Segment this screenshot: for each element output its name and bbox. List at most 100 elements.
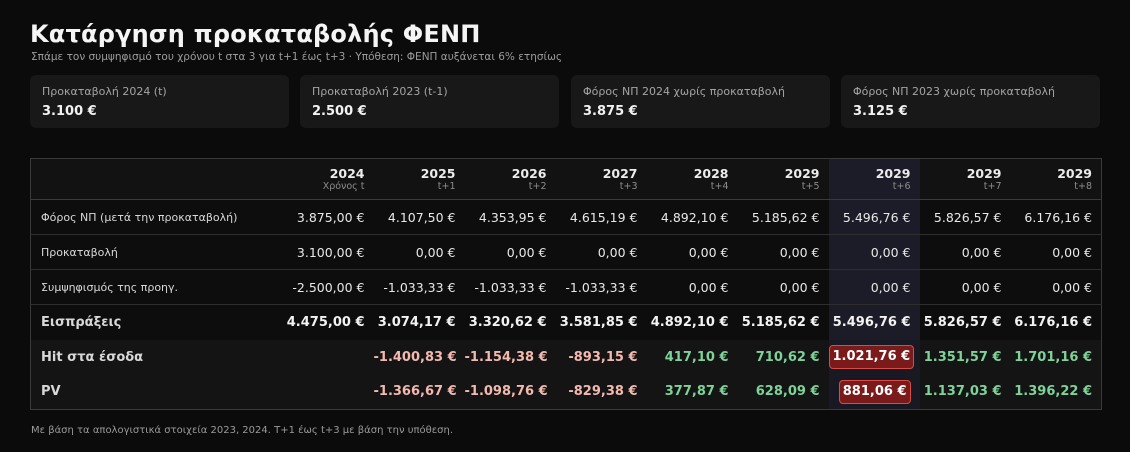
row-label: Συμψηφισμός της προηγ. [30,269,283,305]
table-cell: 5.185,62 € [737,304,829,340]
table-cell: 0,00 € [737,234,829,270]
table-cell-negative: -1.098,76 € [464,374,556,410]
column-year: 2029 [966,165,1002,181]
column-sub: t+6 [892,180,911,192]
table-cell-negative: -893,15 € [555,339,647,375]
column-header: 2024 Χρόνος t [282,158,374,200]
table-cell: 3.875,00 € [282,199,374,235]
table-cell: 3.074,17 € [373,304,465,340]
table-cell: 3.581,85 € [555,304,647,340]
card-value: 3.875 € [583,104,638,119]
table-cell: 5.826,57 € [919,199,1011,235]
table-cell: 0,00 € [919,234,1011,270]
row-label: Εισπράξεις [30,304,283,340]
highlight-pill: 1.021,76 € [828,345,915,369]
table-cell [282,374,374,410]
table-cell [282,339,374,375]
table-cell-positive: 1.137,03 € [919,374,1011,410]
table-cell-negative: -1.154,38 € [464,339,556,375]
table-cell: 0,00 € [1010,269,1102,305]
table-cell: 3.100,00 € [282,234,374,270]
table-cell: 0,00 € [919,269,1011,305]
column-sub: t+2 [528,180,547,192]
table-cell-positive: 1.701,16 € [1010,339,1102,375]
table-header-row: 2024 Χρόνος t 2025 t+1 2026 t+2 2027 t+3 202… [30,158,1102,200]
table-cell: 4.892,10 € [646,199,738,235]
table-cell-highlighted: 881,06 € [828,374,920,410]
column-sub: t+5 [801,180,820,192]
card-advance-2024: Προκαταβολή 2024 (t) 3.100 € [30,75,289,128]
table-cell-positive: 1.351,57 € [919,339,1011,375]
table-cell: 5.496,76 € [828,304,920,340]
card-value: 3.125 € [853,104,908,119]
page-subtitle: Σπάμε τον συμψηφισμό του χρόνου t στα 3 … [31,51,563,63]
table-cell: 0,00 € [828,269,920,305]
column-year: 2029 [1057,165,1092,181]
column-year: 2029 [784,165,820,181]
table-row-advance: Προκαταβολή 3.100,00 € 0,00 € 0,00 € 0,0… [30,234,1102,270]
table-cell-highlighted: 1.021,76 € [828,339,920,375]
card-label: Προκαταβολή 2024 (t) [42,85,167,98]
table-row-receipts: Εισπράξεις 4.475,00 € 3.074,17 € 3.320,6… [30,304,1102,340]
column-header: 2027 t+3 [555,158,647,200]
table-cell: -1.033,33 € [373,269,465,305]
column-year: 2024 [329,165,365,181]
table-cell: -1.033,33 € [555,269,647,305]
column-header: 2028 t+4 [646,158,738,200]
card-value: 3.100 € [42,104,97,119]
card-label: Φόρος ΝΠ 2024 χωρίς προκαταβολή [583,85,785,98]
table-cell-negative: -1.366,67 € [373,374,465,410]
column-year: 2025 [420,165,456,181]
table-cell: 3.320,62 € [464,304,556,340]
row-label: Προκαταβολή [30,234,283,270]
table-cell: 0,00 € [464,234,556,270]
table-cell: -1.033,33 € [464,269,556,305]
table-cell: 4.615,19 € [555,199,647,235]
table-cell: 6.176,16 € [1010,304,1102,340]
column-sub: t+3 [619,180,638,192]
column-sub: Χρόνος t [322,180,365,192]
table-cell-positive: 1.396,22 € [1010,374,1102,410]
summary-cards: Προκαταβολή 2024 (t) 3.100 € Προκαταβολή… [30,75,1100,128]
column-header: 2029 t+7 [919,158,1011,200]
card-tax-2023: Φόρος ΝΠ 2023 χωρίς προκαταβολή 3.125 € [841,75,1100,128]
table-cell: -2.500,00 € [282,269,374,305]
card-value: 2.500 € [312,104,367,119]
column-sub: t+1 [437,180,456,192]
table-cell-positive: 417,10 € [646,339,738,375]
table-cell: 0,00 € [737,269,829,305]
table-cell-positive: 628,09 € [737,374,829,410]
row-label: PV [30,374,283,410]
row-label: Φόρος ΝΠ (μετά την προκαταβολή) [30,199,283,235]
table-cell: 0,00 € [373,234,465,270]
table-cell: 4.892,10 € [646,304,738,340]
column-year: 2029 [875,165,911,181]
column-header-highlighted: 2029 t+6 [828,158,920,200]
table-row-offset: Συμψηφισμός της προηγ. -2.500,00 € -1.03… [30,269,1102,305]
table-cell: 4.475,00 € [282,304,374,340]
table-cell-negative: -1.400,83 € [373,339,465,375]
card-tax-2024: Φόρος ΝΠ 2024 χωρίς προκαταβολή 3.875 € [571,75,830,128]
footnote: Με βάση τα απολογιστικά στοιχεία 2023, 2… [31,425,454,436]
table-cell: 0,00 € [1010,234,1102,270]
column-sub: t+4 [710,180,729,192]
column-header: 2029 t+8 [1010,158,1102,200]
column-header: 2029 t+5 [737,158,829,200]
card-advance-2023: Προκαταβολή 2023 (t-1) 2.500 € [300,75,559,128]
table-row-tax: Φόρος ΝΠ (μετά την προκαταβολή) 3.875,00… [30,199,1102,235]
table-cell-positive: 377,87 € [646,374,738,410]
projection-table: 2024 Χρόνος t 2025 t+1 2026 t+2 2027 t+3 202… [30,158,1102,410]
highlight-pill: 881,06 € [838,379,911,404]
table-cell: 0,00 € [646,269,738,305]
column-header: 2026 t+2 [464,158,556,200]
table-cell: 5.496,76 € [828,199,920,235]
table-cell-positive: 710,62 € [737,339,829,375]
column-year: 2026 [511,165,547,181]
column-year: 2028 [693,165,729,181]
table-row-pv: PV -1.366,67 € -1.098,76 € -829,38 € 377… [30,374,1102,410]
table-cell: 4.107,50 € [373,199,465,235]
table-cell: 4.353,95 € [464,199,556,235]
row-label: Hit στα έσοδα [30,339,283,375]
table-cell: 5.185,62 € [737,199,829,235]
table-cell: 6.176,16 € [1010,199,1102,235]
